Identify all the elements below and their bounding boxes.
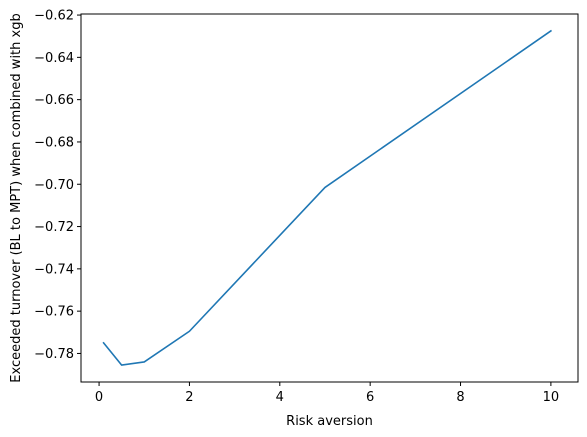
- x-axis-ticks: 0 2 4 6 8 10: [95, 382, 559, 405]
- plot-background: [81, 14, 578, 382]
- y-tick-label: −0.72: [34, 220, 74, 235]
- series-line: [102, 29, 553, 366]
- y-tick-label: −0.70: [34, 178, 74, 193]
- y-tick-label: −0.68: [34, 135, 74, 150]
- y-tick-label: −0.78: [34, 347, 74, 362]
- x-tick-label: 4: [276, 390, 284, 405]
- y-tick-label: −0.62: [34, 9, 74, 24]
- x-tick-label: 10: [543, 390, 560, 405]
- y-tick-label: −0.64: [34, 51, 74, 66]
- y-tick-label: −0.66: [34, 93, 74, 108]
- y-axis-ticks: −0.78 −0.76 −0.74 −0.72 −0.70 −0.68 −0.66 −0.64…: [34, 9, 81, 362]
- y-axis-label: Exceeded turnover (BL to MPT) when combi…: [9, 13, 24, 382]
- y-tick-label: −0.76: [34, 305, 74, 320]
- x-tick-label: 6: [366, 390, 374, 405]
- series-layer: [102, 29, 553, 366]
- y-tick-label: −0.74: [34, 262, 74, 277]
- plot-frame: [80, 13, 579, 383]
- x-tick-label: 0: [95, 390, 103, 405]
- x-tick-label: 8: [456, 390, 464, 405]
- x-axis-label: Risk aversion: [286, 414, 373, 429]
- x-tick-label: 2: [185, 390, 193, 405]
